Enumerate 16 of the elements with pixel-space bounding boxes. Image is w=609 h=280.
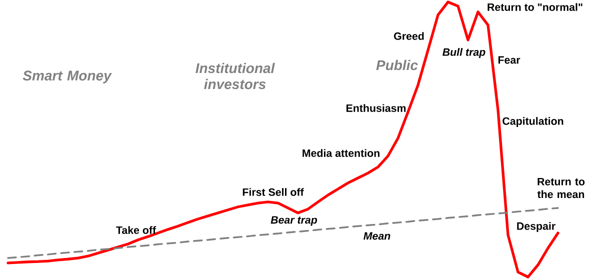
annotation: Capitulation <box>502 117 564 127</box>
annotation: Take off <box>116 226 156 234</box>
annotation: Enthusiasm <box>346 104 406 112</box>
annotation: Institutional investors <box>196 62 275 90</box>
annotation: Return to "normal" <box>488 3 582 11</box>
annotation: Bear trap <box>270 216 318 226</box>
annotation: Smart Money <box>22 70 112 84</box>
annotation: Bull trap <box>442 48 486 58</box>
annotation: First Sell off <box>242 188 304 196</box>
annotation: Media attention <box>302 149 380 157</box>
annotation: Despair <box>517 222 556 232</box>
annotation: Public <box>376 60 418 70</box>
annotation: Greed <box>394 32 424 40</box>
annotation: Mean <box>364 232 390 240</box>
annotation: Fear <box>498 56 520 64</box>
annotation: Return to the mean <box>537 178 585 198</box>
